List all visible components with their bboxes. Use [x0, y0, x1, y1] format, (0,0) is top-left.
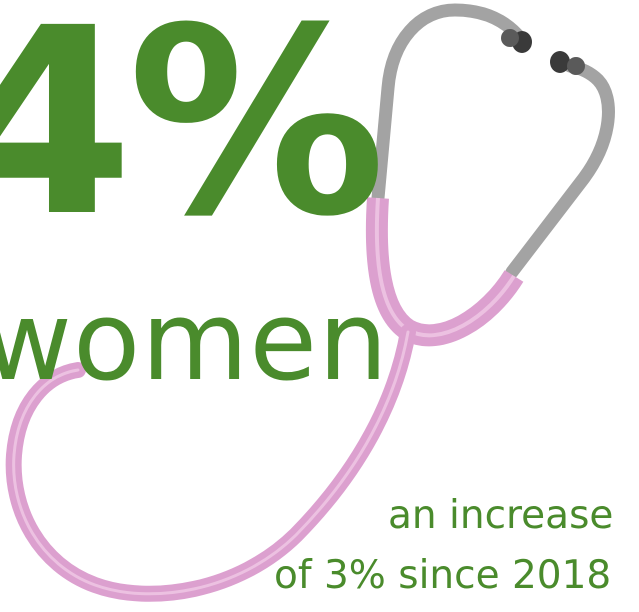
- caption-line-2: of 3% since 2018: [274, 553, 612, 598]
- stat-label: women: [0, 277, 389, 405]
- earpiece-left: [501, 29, 532, 53]
- stat-value: 4%: [0, 0, 386, 273]
- caption-line-1: an increase: [388, 493, 614, 538]
- earpiece-right: [550, 51, 585, 75]
